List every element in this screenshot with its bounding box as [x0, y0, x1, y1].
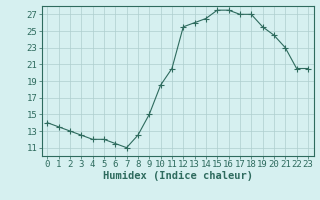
X-axis label: Humidex (Indice chaleur): Humidex (Indice chaleur): [103, 171, 252, 181]
